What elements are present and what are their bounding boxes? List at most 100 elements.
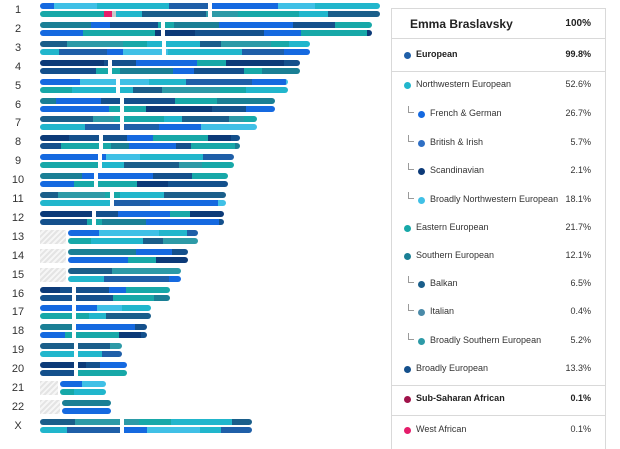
chromosome-bar[interactable] <box>40 58 300 75</box>
chromosome-bar[interactable] <box>40 115 257 132</box>
ancestry-row[interactable]: Eastern European 21.7% <box>392 218 605 240</box>
ancestry-segment <box>284 59 300 66</box>
ancestry-row[interactable]: European 99.8% <box>392 45 605 67</box>
chromosome-bar[interactable] <box>40 399 111 414</box>
chromosome-bar[interactable] <box>40 134 240 151</box>
chromosome-row[interactable]: 10 <box>0 172 385 189</box>
chromosome-row[interactable]: 2 <box>0 20 385 37</box>
chromosome-bar[interactable] <box>40 304 151 321</box>
centromere-gap <box>72 323 76 340</box>
west-african-segment <box>104 11 112 17</box>
ancestry-row[interactable]: Balkan 6.5% <box>392 274 605 296</box>
chromosome-row[interactable]: 5 <box>0 77 385 94</box>
chromosome-strand-top <box>40 78 288 85</box>
chromosome-row[interactable]: 3 <box>0 39 385 56</box>
ancestry-row[interactable]: Scandinavian 2.1% <box>392 161 605 183</box>
chromosome-bar[interactable] <box>40 285 170 302</box>
chromosome-row[interactable]: 11 <box>0 191 385 207</box>
chromosome-bar[interactable] <box>40 381 106 395</box>
chromosome-bar[interactable] <box>40 2 380 18</box>
chromosome-bar[interactable] <box>40 191 226 207</box>
ancestry-segment <box>200 40 221 47</box>
ancestry-segment <box>232 418 252 425</box>
chromosome-row[interactable]: 21 <box>0 381 385 395</box>
ancestry-segment <box>120 192 164 198</box>
ancestry-segment <box>59 48 107 55</box>
chromosome-row[interactable]: 1 <box>0 2 385 18</box>
chromosome-row[interactable]: 8 <box>0 134 385 151</box>
unassigned-segment <box>112 11 116 17</box>
chromosome-bar[interactable] <box>40 229 198 244</box>
ancestry-row[interactable]: West African 0.1% <box>392 420 605 442</box>
ancestry-label: European <box>416 49 458 59</box>
ancestry-row[interactable]: French & German 26.7% <box>392 104 605 126</box>
chromosome-row[interactable]: 17 <box>0 304 385 321</box>
ancestry-segment <box>114 116 164 123</box>
ancestry-row[interactable]: Italian 0.4% <box>392 302 605 324</box>
chromosome-row[interactable]: 12 <box>0 209 385 226</box>
ancestry-segment <box>40 286 60 293</box>
section-divider <box>392 385 605 386</box>
ancestry-segment <box>133 86 162 93</box>
chromosome-bar[interactable] <box>40 39 310 56</box>
ancestry-segment <box>137 181 168 188</box>
chromosome-label: 5 <box>14 79 22 92</box>
ancestry-segment <box>60 389 74 395</box>
chromosome-row[interactable]: 22 <box>0 399 385 414</box>
ancestry-segment <box>164 192 226 198</box>
chromosome-row[interactable]: 19 <box>0 342 385 359</box>
chromosome-bar[interactable] <box>40 20 372 37</box>
chromosome-bar[interactable] <box>40 267 181 282</box>
chromosome-bar[interactable] <box>40 342 122 359</box>
ancestry-row[interactable]: Broadly Northwestern European 18.1% <box>392 190 605 212</box>
chromosome-row[interactable]: 4 <box>0 58 385 75</box>
chromosome-strand-bottom <box>40 162 234 169</box>
centromere-gap <box>74 342 78 359</box>
chromosome-bar[interactable] <box>40 361 127 378</box>
ancestry-row[interactable]: Northwestern European 52.6% <box>392 75 605 97</box>
chromosome-row[interactable]: 16 <box>0 285 385 302</box>
ancestry-segment <box>111 200 150 206</box>
ancestry-segment <box>104 275 169 282</box>
chromosome-row[interactable]: 7 <box>0 115 385 132</box>
chromosome-bar[interactable] <box>40 248 188 263</box>
ancestry-segment <box>217 97 275 104</box>
ancestry-row[interactable]: Broadly Southern European 5.2% <box>392 331 605 353</box>
ancestry-composition-panel: Emma Braslavsky 100% European 99.8% Northw… <box>391 8 606 449</box>
chromosome-bar[interactable] <box>40 417 252 434</box>
ancestry-segment <box>102 351 122 358</box>
tree-connector <box>408 304 414 311</box>
ancestry-row[interactable]: Sub-Saharan African 0.1% <box>392 389 605 411</box>
ancestry-color-dot <box>418 111 425 118</box>
ancestry-row[interactable]: British & Irish 5.7% <box>392 133 605 155</box>
ancestry-segment <box>136 59 197 66</box>
chromosome-row[interactable]: 9 <box>0 153 385 170</box>
chromosome-bar[interactable] <box>40 172 228 189</box>
ancestry-segment <box>139 418 171 425</box>
ancestry-row[interactable]: Broadly European 13.3% <box>392 359 605 381</box>
ancestry-segment <box>72 86 133 93</box>
ancestry-row[interactable]: Southern European 12.1% <box>392 246 605 268</box>
ancestry-segment <box>40 124 85 131</box>
ancestry-segment <box>191 143 235 150</box>
ancestry-segment <box>220 86 246 93</box>
chromosome-row[interactable]: 13 <box>0 229 385 244</box>
chromosome-row[interactable]: X <box>0 417 385 434</box>
chromosome-label: 20 <box>11 363 25 376</box>
chromosome-bar[interactable] <box>40 323 147 340</box>
chromosome-row[interactable]: 15 <box>0 267 385 282</box>
ancestry-segment <box>68 248 136 255</box>
ancestry-segment <box>40 173 82 180</box>
ancestry-segment <box>159 229 187 236</box>
chromosome-row[interactable]: 6 <box>0 96 385 113</box>
chromosome-bar[interactable] <box>40 96 275 113</box>
ancestry-segment <box>40 40 67 47</box>
centromere-gap <box>72 304 76 321</box>
chromosome-bar[interactable] <box>40 77 288 94</box>
chromosome-label: 6 <box>14 98 22 111</box>
chromosome-bar[interactable] <box>40 153 234 170</box>
chromosome-row[interactable]: 14 <box>0 248 385 263</box>
chromosome-row[interactable]: 20 <box>0 361 385 378</box>
chromosome-row[interactable]: 18 <box>0 323 385 340</box>
chromosome-bar[interactable] <box>40 209 224 226</box>
